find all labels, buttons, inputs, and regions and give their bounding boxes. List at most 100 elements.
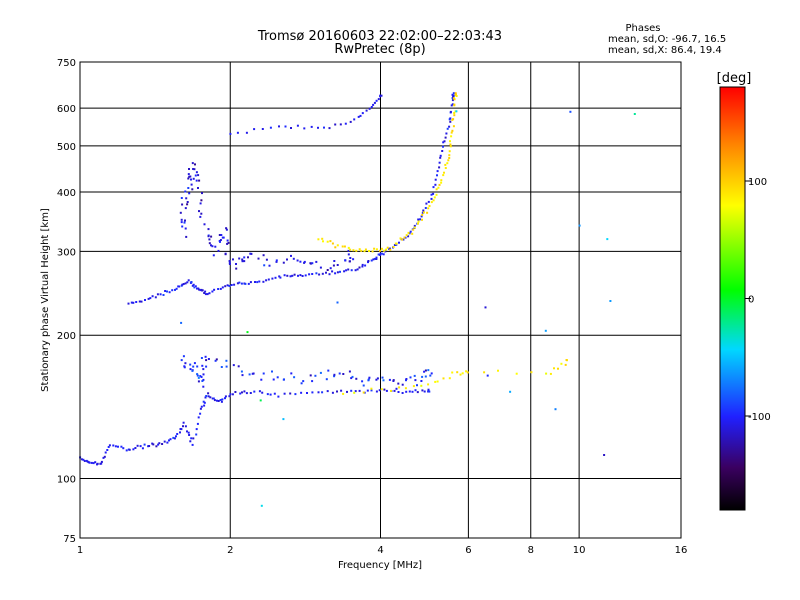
data-point (197, 187, 199, 189)
data-point (143, 443, 146, 446)
data-point (169, 438, 172, 441)
data-point (181, 203, 184, 206)
data-point (127, 302, 130, 305)
data-point (333, 373, 336, 376)
data-point (168, 291, 171, 294)
data-point (108, 444, 111, 447)
data-point (349, 248, 352, 251)
data-point (259, 399, 262, 402)
data-point (128, 448, 131, 451)
data-point (267, 278, 270, 281)
data-point (371, 250, 374, 253)
data-point (190, 183, 193, 186)
data-point (308, 273, 311, 276)
data-point (424, 207, 427, 209)
data-point (241, 258, 244, 261)
data-point (216, 399, 218, 402)
data-point (430, 193, 433, 196)
data-point (341, 245, 344, 248)
data-point (240, 370, 243, 373)
data-point (282, 378, 285, 381)
data-point (440, 181, 443, 184)
data-point (309, 262, 312, 265)
data-point (82, 458, 85, 461)
data-point (249, 281, 252, 284)
data-point (243, 256, 246, 259)
data-point (186, 203, 189, 206)
data-point (189, 440, 192, 443)
data-point (336, 244, 339, 247)
data-point (549, 372, 552, 375)
data-point (265, 258, 268, 261)
data-point (80, 458, 83, 461)
data-point (401, 383, 404, 386)
data-point (102, 456, 105, 459)
data-point (421, 375, 424, 378)
data-point (278, 125, 280, 128)
data-point (424, 375, 427, 378)
data-point (202, 385, 205, 388)
data-point (179, 431, 181, 434)
data-point (345, 269, 348, 272)
data-point (179, 211, 182, 214)
data-point (205, 395, 208, 397)
data-point (141, 447, 144, 450)
data-point (420, 215, 423, 218)
data-point (178, 285, 181, 288)
x-tick-label: 4 (377, 545, 383, 556)
data-point (247, 282, 250, 285)
data-point (317, 391, 320, 394)
data-point (434, 380, 437, 383)
data-point (175, 287, 178, 290)
data-point (323, 126, 325, 129)
data-point (545, 372, 548, 375)
data-point (174, 288, 176, 291)
data-point (266, 393, 269, 396)
data-point (202, 400, 205, 403)
data-point (364, 248, 367, 251)
data-point (372, 103, 375, 106)
data-point (197, 376, 200, 379)
data-point (164, 290, 167, 292)
data-point (90, 461, 93, 464)
data-point (354, 269, 357, 272)
data-point (423, 390, 426, 393)
data-point (204, 355, 207, 358)
data-point (271, 277, 274, 280)
data-point (196, 374, 199, 377)
data-point (360, 249, 363, 252)
data-point (401, 392, 404, 394)
data-point (403, 236, 406, 239)
data-point (225, 365, 228, 368)
data-point (196, 373, 199, 376)
data-point (192, 177, 195, 180)
data-point (200, 405, 203, 408)
data-point (158, 442, 161, 445)
data-point (315, 272, 318, 275)
data-point (181, 225, 184, 228)
data-point (181, 283, 184, 286)
data-point (442, 145, 444, 148)
data-point (249, 392, 252, 394)
data-point (544, 329, 547, 332)
data-point (456, 371, 459, 374)
data-point (224, 253, 227, 256)
x-tick-label: 6 (465, 545, 471, 556)
data-point (451, 103, 454, 106)
data-point (196, 365, 199, 368)
data-point (229, 132, 232, 135)
y-tick-labels: 75 100 200 300 400 500 600 750 (57, 58, 76, 545)
data-point (94, 461, 97, 464)
data-point (358, 266, 361, 269)
data-point (436, 174, 438, 177)
data-point (149, 297, 152, 300)
data-point (412, 228, 415, 231)
data-point (427, 200, 430, 203)
data-point (421, 213, 424, 216)
data-point (453, 112, 456, 114)
data-point (225, 359, 228, 362)
data-point (183, 366, 186, 369)
data-point (444, 163, 447, 166)
data-point (370, 106, 373, 108)
data-point (226, 284, 229, 287)
